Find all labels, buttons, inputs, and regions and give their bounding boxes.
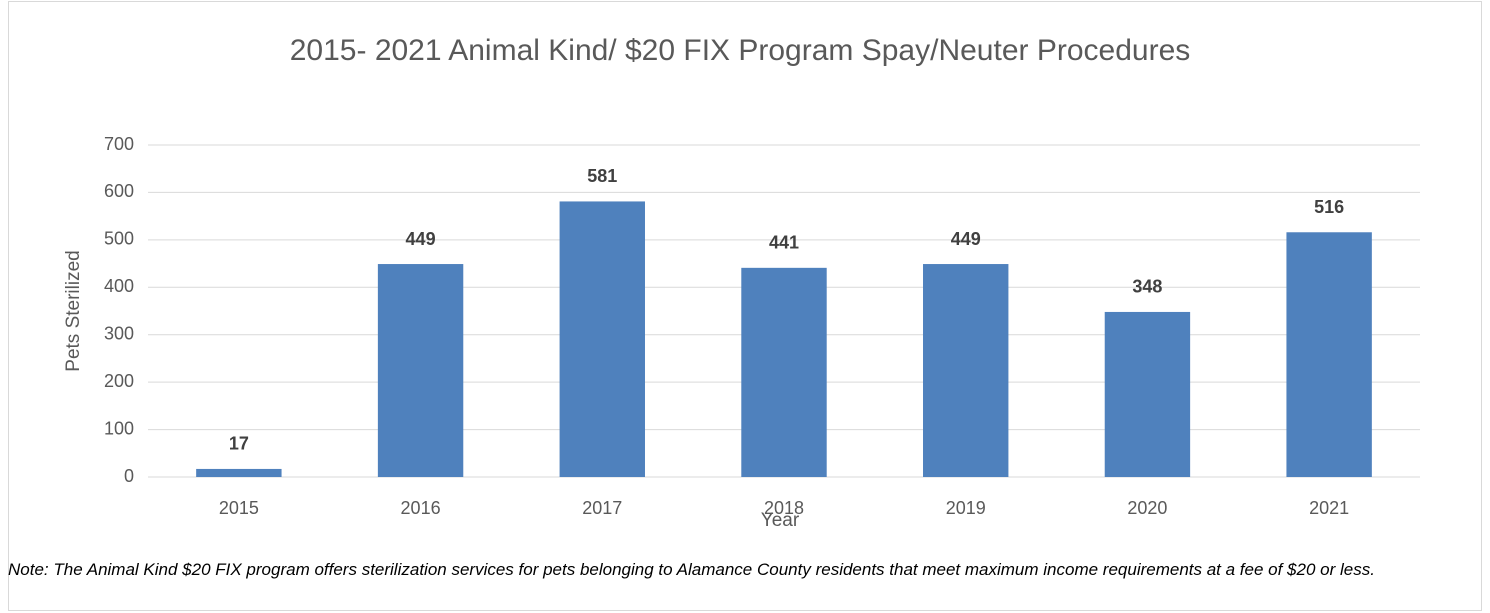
bar (1286, 232, 1372, 477)
x-tick-label: 2017 (582, 498, 622, 518)
chart-border (8, 1, 1482, 611)
value-label: 17 (229, 434, 249, 454)
bar (1104, 311, 1191, 477)
x-tick-label: 2016 (401, 498, 441, 518)
x-tick-label: 2015 (219, 498, 259, 518)
y-tick-label: 0 (124, 466, 134, 486)
bar (196, 468, 282, 477)
x-tick-label: 2021 (1309, 498, 1349, 518)
value-label: 581 (587, 166, 617, 186)
bar (377, 264, 464, 477)
y-tick-label: 100 (104, 418, 134, 438)
y-axis-label: Pets Sterilized (63, 250, 84, 371)
y-tick-label: 500 (104, 229, 134, 249)
bar (559, 201, 645, 477)
value-label: 449 (951, 229, 981, 249)
value-label: 449 (406, 229, 436, 249)
y-tick-label: 600 (104, 181, 134, 201)
x-tick-label: 2018 (764, 498, 804, 518)
y-tick-label: 200 (104, 371, 134, 391)
value-label: 441 (769, 233, 799, 253)
y-tick-label: 700 (104, 134, 134, 154)
chart-title: 2015- 2021 Animal Kind/ $20 FIX Program … (290, 34, 1191, 67)
x-tick-label: 2019 (946, 498, 986, 518)
note: Note: The Animal Kind $20 FIX program of… (8, 560, 1375, 579)
y-tick-label: 300 (104, 323, 134, 343)
bar (923, 264, 1009, 477)
y-tick-label: 400 (104, 276, 134, 296)
value-label: 516 (1314, 197, 1344, 217)
x-axis-label: Year (761, 510, 800, 531)
value-label: 348 (1132, 277, 1162, 297)
bar (741, 267, 827, 477)
x-tick-label: 2020 (1127, 498, 1167, 518)
